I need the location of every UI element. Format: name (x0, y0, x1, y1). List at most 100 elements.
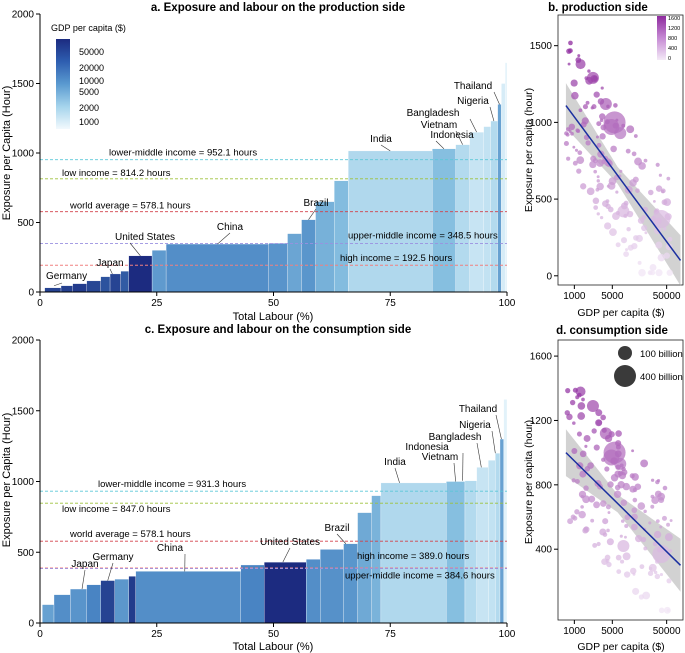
x-tick-label: 1000 (563, 291, 586, 302)
scatter-point (574, 478, 580, 484)
x-tick-label: 1000 (563, 626, 586, 637)
annotation-leader (107, 562, 114, 581)
scatter-point (655, 241, 663, 249)
scatter-point (661, 515, 667, 521)
scatter-point (660, 189, 665, 194)
scatter-point (625, 148, 631, 154)
scatter-point (648, 521, 652, 525)
scatter-point (567, 518, 574, 525)
size-legend: 100 billion 400 billion (614, 346, 683, 387)
scatter-point (666, 269, 673, 276)
bar (320, 549, 344, 624)
scatter-point (623, 200, 629, 206)
scatter-point (652, 545, 671, 564)
country-label: Brazil (324, 523, 349, 534)
bar (86, 280, 101, 293)
scatter-point (632, 176, 639, 183)
country-label: India (384, 457, 406, 468)
scatter-point (592, 197, 600, 205)
bar (334, 180, 349, 293)
y-tick-label: 0 (28, 288, 34, 299)
scatter-point (596, 175, 600, 179)
scatter-point (619, 534, 623, 538)
scatter-point (632, 587, 640, 595)
country-label: Nigeria (457, 96, 489, 107)
scatter-point (582, 104, 589, 110)
x-tick-label: 100 (499, 629, 516, 640)
annotation-leader (380, 144, 391, 152)
scatter-point (648, 189, 654, 196)
scatter-point (666, 608, 670, 612)
scatter-point (637, 502, 646, 510)
annotation-leader (81, 569, 86, 590)
scatter-point (599, 427, 612, 440)
y-axis-label: Exposure per capita (hour) (523, 420, 535, 544)
scatter-point (659, 525, 663, 529)
country-label: Nigeria (459, 420, 491, 431)
scatter-point (624, 514, 631, 521)
scatter-point (631, 507, 638, 514)
scatter-point (592, 542, 598, 548)
y-tick-label: 1500 (12, 79, 35, 90)
legend-color-bar (657, 16, 666, 60)
scatter-point (617, 205, 630, 218)
scatter-point (639, 564, 645, 570)
reference-line-label: high income = 192.5 hours (340, 253, 452, 264)
bar (287, 233, 302, 293)
x-tick-label: 50000 (653, 291, 681, 302)
y-axis-label: Exposure per Capita (Hour) (1, 413, 13, 548)
scatter-point (571, 478, 576, 483)
scatter-point (571, 448, 578, 454)
scatter-point (650, 478, 655, 482)
scatter-point (643, 546, 648, 551)
scatter-point (652, 210, 671, 229)
legend-label: 1000 (79, 117, 99, 127)
scatter-point (638, 268, 646, 277)
legend-title: GDP per capita ($) (51, 23, 126, 33)
scatter-point (650, 504, 655, 509)
scatter-point (584, 444, 588, 448)
scatter-point (615, 430, 622, 437)
scatter-point (614, 457, 627, 470)
bar (357, 512, 372, 624)
scatter-point (606, 538, 614, 546)
scatter-point (615, 242, 621, 248)
scatter-point (625, 248, 629, 252)
y-tick-label: 400 (535, 545, 552, 556)
scatter-point (626, 227, 631, 232)
scatter-point (590, 155, 597, 162)
y-tick-label: 500 (17, 548, 34, 559)
scatter-point (620, 499, 628, 507)
scatter-point (620, 559, 625, 564)
scatter-point (571, 91, 579, 100)
scatter-point (575, 386, 586, 397)
annotation-leader (455, 130, 463, 145)
scatter-point (615, 554, 622, 561)
scatter-point (593, 501, 601, 509)
scatter-point (613, 103, 618, 108)
scatter-point (632, 572, 636, 576)
scatter-point (590, 518, 595, 523)
colorbar-legend: 1600 1200 800 400 0 (657, 16, 680, 62)
scatter-point (641, 214, 647, 220)
scatter-point (653, 530, 662, 539)
bar (72, 283, 87, 293)
legend-label: 20000 (79, 63, 104, 73)
production-side-scatter: b. production side 1000 5000 50000 0 500 1000… (523, 2, 684, 319)
bar (151, 250, 167, 293)
chart-title: c. Exposure and labour on the consumptio… (145, 324, 411, 336)
confidence-band (565, 83, 681, 286)
legend-label: 10000 (79, 76, 104, 86)
scatter-point (616, 569, 622, 574)
scatter-point (575, 59, 586, 70)
scatter-point (595, 419, 603, 426)
scatter-point (568, 123, 576, 131)
consumption-side-scatter: d. consumption side 1000 5000 50000 400 800 1… (523, 325, 684, 653)
scatter-point (602, 200, 609, 207)
annotation-leader (109, 268, 113, 275)
scatter-point (657, 253, 666, 262)
y-tick-label: 1000 (12, 477, 35, 488)
scatter-point (581, 397, 585, 402)
scatter-point (613, 490, 622, 498)
scatter-point (612, 212, 620, 221)
